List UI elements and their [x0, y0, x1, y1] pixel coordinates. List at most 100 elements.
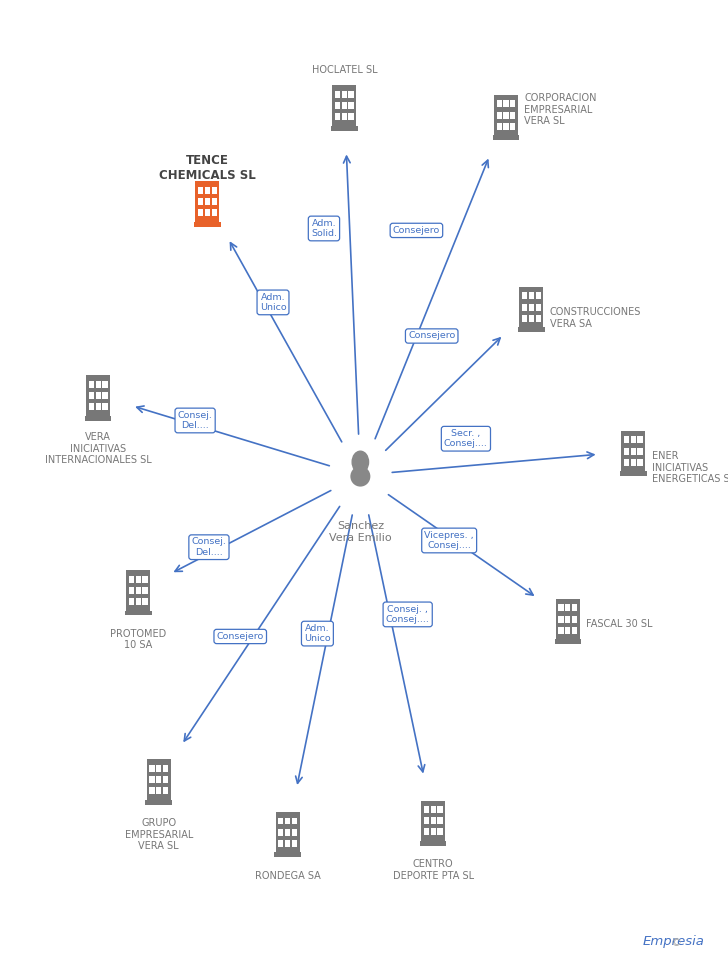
Bar [205, 209, 210, 216]
Bar [529, 293, 534, 300]
Bar [135, 576, 141, 583]
Bar [496, 123, 502, 130]
Bar [638, 447, 643, 455]
Bar [149, 776, 154, 783]
Bar [622, 431, 646, 471]
Text: HOCLATEL SL: HOCLATEL SL [312, 65, 377, 75]
Bar [536, 293, 541, 300]
Text: GRUPO
EMPRESARIAL
VERA SL: GRUPO EMPRESARIAL VERA SL [124, 818, 193, 852]
Bar [510, 101, 515, 108]
FancyBboxPatch shape [555, 639, 581, 644]
Bar [205, 198, 210, 205]
Bar [129, 576, 134, 583]
Bar [430, 806, 436, 813]
Bar [212, 209, 217, 216]
Bar [529, 315, 534, 322]
Text: Consejero: Consejero [217, 632, 264, 641]
Bar [285, 828, 290, 836]
Text: CENTRO
DEPORTE PTA SL: CENTRO DEPORTE PTA SL [392, 859, 474, 881]
Bar [149, 787, 154, 794]
Text: CONSTRUCCIONES
VERA SA: CONSTRUCCIONES VERA SA [550, 307, 641, 328]
Bar [565, 627, 571, 634]
Bar [438, 828, 443, 835]
Bar [89, 381, 94, 388]
Bar [103, 392, 108, 399]
Bar [638, 437, 643, 444]
Bar [89, 403, 94, 410]
FancyBboxPatch shape [274, 852, 301, 857]
Bar [195, 181, 220, 222]
Bar [503, 111, 509, 119]
Ellipse shape [350, 467, 371, 487]
Bar [624, 437, 629, 444]
Bar [638, 459, 643, 466]
Bar [163, 776, 168, 783]
Text: Consejero: Consejero [408, 331, 455, 341]
Bar [292, 828, 297, 836]
FancyBboxPatch shape [518, 327, 545, 332]
Text: Adm.
Solid.: Adm. Solid. [311, 219, 337, 238]
Bar [335, 91, 340, 98]
Bar [503, 123, 509, 130]
Text: Adm.
Unico: Adm. Unico [304, 624, 331, 643]
Text: Consej.
Del....: Consej. Del.... [191, 538, 226, 557]
FancyBboxPatch shape [85, 416, 111, 420]
Bar [349, 102, 354, 109]
Text: FASCAL 30 SL: FASCAL 30 SL [586, 619, 652, 629]
Bar [624, 459, 629, 466]
Bar [335, 113, 340, 120]
Bar [558, 627, 563, 634]
FancyBboxPatch shape [194, 222, 221, 227]
Bar [565, 605, 571, 612]
Bar [143, 576, 148, 583]
FancyBboxPatch shape [146, 800, 172, 804]
Bar [630, 437, 636, 444]
Bar [496, 101, 502, 108]
Bar [424, 806, 429, 813]
Bar [147, 759, 171, 800]
Bar [422, 801, 446, 841]
Bar [335, 102, 340, 109]
Bar [529, 303, 534, 311]
Bar [156, 787, 162, 794]
FancyBboxPatch shape [331, 126, 357, 131]
Bar [624, 447, 629, 455]
FancyBboxPatch shape [125, 611, 151, 615]
Bar [135, 587, 141, 594]
Bar [572, 605, 577, 612]
Bar [285, 840, 290, 847]
Bar [143, 598, 148, 605]
Bar [89, 392, 94, 399]
Text: ©: © [670, 939, 681, 948]
Bar [572, 615, 577, 623]
Bar [520, 287, 543, 327]
Text: Vicepres. ,
Consej....: Vicepres. , Consej.... [424, 531, 474, 550]
Text: Consejero: Consejero [393, 226, 440, 235]
Bar [572, 627, 577, 634]
Bar [424, 828, 429, 835]
Bar [95, 381, 101, 388]
Bar [510, 123, 515, 130]
Bar [129, 598, 134, 605]
Bar [205, 187, 210, 194]
Bar [278, 818, 283, 825]
Text: CORPORACION
EMPRESARIAL
VERA SL: CORPORACION EMPRESARIAL VERA SL [524, 93, 597, 127]
Bar [292, 840, 297, 847]
Bar [430, 817, 436, 825]
Bar [285, 818, 290, 825]
Bar [536, 303, 541, 311]
FancyBboxPatch shape [620, 471, 646, 476]
Bar [630, 447, 636, 455]
Bar [292, 818, 297, 825]
Bar [163, 765, 168, 772]
Bar [129, 587, 134, 594]
Text: RONDEGA SA: RONDEGA SA [255, 871, 320, 880]
Text: TENCE
CHEMICALS SL: TENCE CHEMICALS SL [159, 154, 256, 181]
Bar [278, 840, 283, 847]
FancyBboxPatch shape [493, 135, 519, 140]
Bar [558, 605, 563, 612]
Bar [341, 113, 347, 120]
Bar [565, 615, 571, 623]
Bar [510, 111, 515, 119]
Bar [103, 381, 108, 388]
